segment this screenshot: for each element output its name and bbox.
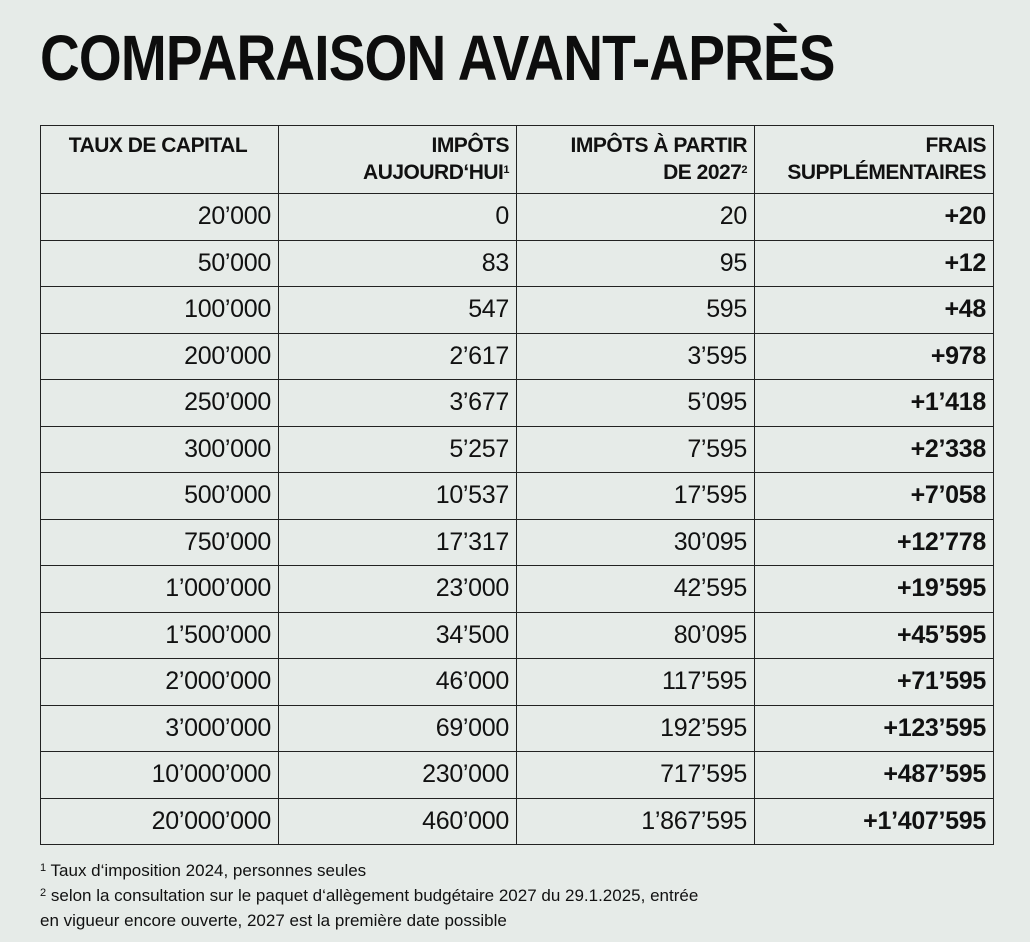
cell-impots-2027: 95 [516, 239, 755, 287]
table-row: 100’000 547 595 +48 [40, 286, 994, 334]
footnote-mark: 2 [40, 887, 47, 899]
cell-impots-2027: 717’595 [516, 751, 755, 799]
cell-taux-de-capital: 250’000 [40, 379, 279, 427]
cell-impots-2027: 3’595 [516, 332, 755, 380]
footnote-text: selon la consultation sur le paquet d‘al… [50, 886, 699, 905]
cell-frais-supplementaires: +19’595 [754, 565, 994, 613]
table-row: 20’000’000 460’000 1’867’595 +1’407’595 [40, 797, 994, 845]
cell-frais-supplementaires: +48 [754, 286, 994, 334]
cell-impots-2027: 595 [516, 286, 755, 334]
header-label: FRAIS [925, 134, 987, 157]
cell-impots-aujourdhui: 5’257 [278, 425, 517, 473]
cell-taux-de-capital: 3’000’000 [40, 704, 279, 752]
cell-taux-de-capital: 750’000 [40, 518, 279, 566]
cell-impots-aujourdhui: 0 [278, 193, 517, 241]
table-row: 300’000 5’257 7’595 +2’338 [40, 425, 994, 473]
footnote-ref: 1 [503, 164, 509, 176]
table-header-row: TAUX DE CAPITAL IMPÔTS AUJOURD‘HUI1 IMPÔ… [40, 125, 994, 194]
header-label: SUPPLÉMENTAIRES [787, 161, 986, 184]
header-taux-de-capital: TAUX DE CAPITAL [40, 125, 279, 194]
header-label: AUJOURD‘HUI [363, 161, 504, 184]
cell-taux-de-capital: 300’000 [40, 425, 279, 473]
cell-frais-supplementaires: +71’595 [754, 658, 994, 706]
cell-impots-2027: 20 [516, 193, 755, 241]
comparison-table: TAUX DE CAPITAL IMPÔTS AUJOURD‘HUI1 IMPÔ… [40, 125, 994, 845]
cell-taux-de-capital: 500’000 [40, 472, 279, 520]
cell-impots-2027: 80’095 [516, 611, 755, 659]
footnote-text: Taux d‘imposition 2024, personnes seules [50, 861, 367, 880]
cell-frais-supplementaires: +45’595 [754, 611, 994, 659]
table-row: 20’000 0 20 +20 [40, 193, 994, 241]
cell-frais-supplementaires: +12’778 [754, 518, 994, 566]
cell-impots-aujourdhui: 460’000 [278, 797, 517, 845]
cell-taux-de-capital: 1’500’000 [40, 611, 279, 659]
footnote-mark: 1 [40, 862, 47, 874]
cell-impots-2027: 117’595 [516, 658, 755, 706]
cell-taux-de-capital: 10’000’000 [40, 751, 279, 799]
header-label: IMPÔTS [431, 134, 509, 157]
table-row: 1’500’000 34’500 80’095 +45’595 [40, 611, 994, 659]
footnote-1: 1 Taux d‘imposition 2024, personnes seul… [40, 858, 698, 883]
header-impots-aujourdhui: IMPÔTS AUJOURD‘HUI1 [278, 125, 517, 194]
cell-impots-aujourdhui: 2’617 [278, 332, 517, 380]
cell-frais-supplementaires: +978 [754, 332, 994, 380]
header-frais-supplementaires: FRAIS SUPPLÉMENTAIRES [754, 125, 994, 194]
page-title: COMPARAISON AVANT-APRÈS [40, 22, 836, 94]
cell-impots-aujourdhui: 69’000 [278, 704, 517, 752]
cell-taux-de-capital: 200’000 [40, 332, 279, 380]
footnote-ref: 2 [741, 164, 747, 176]
cell-impots-2027: 30’095 [516, 518, 755, 566]
cell-frais-supplementaires: +1’407’595 [754, 797, 994, 845]
cell-impots-2027: 1’867’595 [516, 797, 755, 845]
cell-frais-supplementaires: +1’418 [754, 379, 994, 427]
table-row: 500’000 10’537 17’595 +7’058 [40, 472, 994, 520]
footnotes: 1 Taux d‘imposition 2024, personnes seul… [40, 858, 698, 933]
cell-impots-2027: 17’595 [516, 472, 755, 520]
cell-impots-aujourdhui: 10’537 [278, 472, 517, 520]
cell-impots-aujourdhui: 83 [278, 239, 517, 287]
table-row: 250’000 3’677 5’095 +1’418 [40, 379, 994, 427]
cell-frais-supplementaires: +2’338 [754, 425, 994, 473]
table-row: 750’000 17’317 30’095 +12’778 [40, 518, 994, 566]
cell-impots-aujourdhui: 46’000 [278, 658, 517, 706]
footnote-2: 2 selon la consultation sur le paquet d‘… [40, 883, 698, 908]
cell-frais-supplementaires: +7’058 [754, 472, 994, 520]
cell-taux-de-capital: 50’000 [40, 239, 279, 287]
footnote-2-continued: en vigueur encore ouverte, 2027 est la p… [40, 908, 698, 933]
cell-impots-aujourdhui: 17’317 [278, 518, 517, 566]
cell-impots-2027: 5’095 [516, 379, 755, 427]
cell-taux-de-capital: 100’000 [40, 286, 279, 334]
cell-taux-de-capital: 20’000’000 [40, 797, 279, 845]
table-row: 50’000 83 95 +12 [40, 239, 994, 287]
cell-impots-aujourdhui: 547 [278, 286, 517, 334]
cell-impots-2027: 42’595 [516, 565, 755, 613]
header-label: IMPÔTS À PARTIR [570, 134, 748, 157]
cell-taux-de-capital: 2’000’000 [40, 658, 279, 706]
cell-frais-supplementaires: +487’595 [754, 751, 994, 799]
cell-frais-supplementaires: +123’595 [754, 704, 994, 752]
header-label: TAUX DE CAPITAL [68, 134, 248, 157]
header-impots-2027: IMPÔTS À PARTIR DE 20272 [516, 125, 755, 194]
cell-impots-aujourdhui: 34’500 [278, 611, 517, 659]
cell-taux-de-capital: 1’000’000 [40, 565, 279, 613]
footnote-text: en vigueur encore ouverte, 2027 est la p… [40, 911, 507, 930]
cell-frais-supplementaires: +12 [754, 239, 994, 287]
header-label: DE 2027 [663, 161, 742, 184]
cell-impots-aujourdhui: 3’677 [278, 379, 517, 427]
cell-taux-de-capital: 20’000 [40, 193, 279, 241]
table-row: 1’000’000 23’000 42’595 +19’595 [40, 565, 994, 613]
cell-impots-aujourdhui: 23’000 [278, 565, 517, 613]
cell-frais-supplementaires: +20 [754, 193, 994, 241]
cell-impots-2027: 7’595 [516, 425, 755, 473]
table-row: 10’000’000 230’000 717’595 +487’595 [40, 751, 994, 799]
cell-impots-aujourdhui: 230’000 [278, 751, 517, 799]
table-row: 3’000’000 69’000 192’595 +123’595 [40, 704, 994, 752]
table-row: 2’000’000 46’000 117’595 +71’595 [40, 658, 994, 706]
table-row: 200’000 2’617 3’595 +978 [40, 332, 994, 380]
cell-impots-2027: 192’595 [516, 704, 755, 752]
